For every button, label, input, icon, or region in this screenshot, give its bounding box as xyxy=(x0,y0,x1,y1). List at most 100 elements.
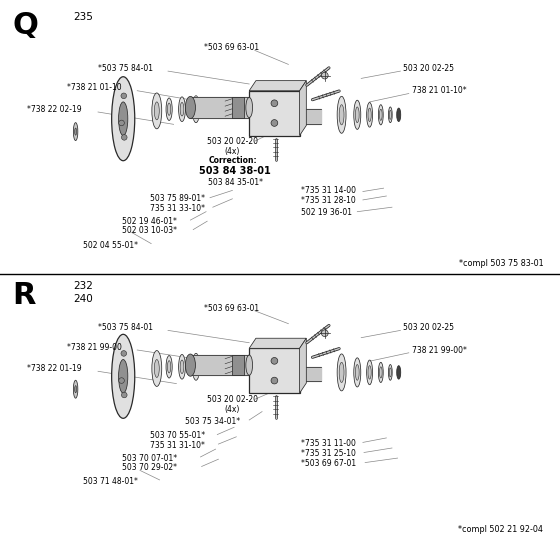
Text: (4x): (4x) xyxy=(224,147,239,156)
Ellipse shape xyxy=(74,386,77,393)
Ellipse shape xyxy=(166,356,172,378)
Ellipse shape xyxy=(389,365,392,380)
Polygon shape xyxy=(249,338,306,348)
Ellipse shape xyxy=(152,351,162,386)
Text: *735 31 11-00: *735 31 11-00 xyxy=(301,439,356,448)
Bar xyxy=(249,91,300,136)
Ellipse shape xyxy=(155,360,159,377)
Text: 503 20 02-20: 503 20 02-20 xyxy=(207,137,258,146)
Ellipse shape xyxy=(73,380,78,398)
Ellipse shape xyxy=(180,102,184,116)
Text: 503 20 02-25: 503 20 02-25 xyxy=(403,323,454,332)
Ellipse shape xyxy=(367,360,372,385)
Ellipse shape xyxy=(339,362,344,382)
Ellipse shape xyxy=(74,128,77,135)
Ellipse shape xyxy=(119,102,128,136)
Ellipse shape xyxy=(354,358,361,387)
Text: *735 31 14-00: *735 31 14-00 xyxy=(301,186,356,195)
Text: 503 71 48-01*: 503 71 48-01* xyxy=(83,477,138,486)
Polygon shape xyxy=(300,367,321,381)
Ellipse shape xyxy=(380,367,382,378)
Circle shape xyxy=(271,120,278,127)
Text: *503 69 63-01: *503 69 63-01 xyxy=(204,43,259,52)
Text: 502 03 10-03*: 502 03 10-03* xyxy=(122,226,177,235)
Ellipse shape xyxy=(192,353,200,380)
Ellipse shape xyxy=(167,361,171,373)
Text: 503 84 38-01: 503 84 38-01 xyxy=(199,166,270,176)
Ellipse shape xyxy=(379,105,383,125)
Polygon shape xyxy=(300,109,321,124)
Ellipse shape xyxy=(194,102,198,116)
Ellipse shape xyxy=(354,100,361,129)
Text: 502 19 46-01*: 502 19 46-01* xyxy=(122,217,177,226)
Polygon shape xyxy=(249,81,306,91)
Ellipse shape xyxy=(194,360,198,374)
Ellipse shape xyxy=(396,108,401,122)
Ellipse shape xyxy=(122,392,127,398)
Text: *735 31 25-10: *735 31 25-10 xyxy=(301,449,356,458)
Ellipse shape xyxy=(192,96,200,123)
Circle shape xyxy=(271,357,278,364)
Text: 503 75 34-01*: 503 75 34-01* xyxy=(185,417,240,426)
Text: Q: Q xyxy=(12,11,38,40)
Bar xyxy=(232,97,244,118)
Ellipse shape xyxy=(356,365,359,380)
Ellipse shape xyxy=(389,368,391,377)
Ellipse shape xyxy=(246,355,253,375)
Ellipse shape xyxy=(119,378,124,384)
Circle shape xyxy=(271,377,278,384)
Ellipse shape xyxy=(166,98,172,120)
Text: *738 22 01-19: *738 22 01-19 xyxy=(27,364,82,373)
Text: 738 21 99-00*: 738 21 99-00* xyxy=(412,346,466,354)
Text: 503 84 35-01*: 503 84 35-01* xyxy=(208,178,263,186)
Ellipse shape xyxy=(167,103,171,115)
Text: *compl 502 21 92-04: *compl 502 21 92-04 xyxy=(458,525,543,534)
Ellipse shape xyxy=(368,108,371,122)
Ellipse shape xyxy=(152,93,162,129)
Bar xyxy=(249,348,300,393)
Circle shape xyxy=(321,330,328,337)
Ellipse shape xyxy=(185,96,195,119)
Text: *738 21 99-00: *738 21 99-00 xyxy=(67,343,122,352)
Ellipse shape xyxy=(121,93,127,99)
Ellipse shape xyxy=(389,107,392,123)
Ellipse shape xyxy=(179,354,185,379)
Polygon shape xyxy=(190,355,249,375)
Ellipse shape xyxy=(111,334,135,418)
Text: *503 75 84-01: *503 75 84-01 xyxy=(98,323,153,332)
Text: 503 70 29-02*: 503 70 29-02* xyxy=(122,463,177,472)
Ellipse shape xyxy=(119,360,128,393)
Text: 235: 235 xyxy=(73,12,92,22)
Text: *738 21 01-10: *738 21 01-10 xyxy=(67,83,122,92)
Text: 503 70 55-01*: 503 70 55-01* xyxy=(150,431,205,440)
Ellipse shape xyxy=(155,102,159,120)
Polygon shape xyxy=(190,97,249,118)
Ellipse shape xyxy=(119,120,124,126)
Text: *735 31 28-10: *735 31 28-10 xyxy=(301,196,356,205)
Text: 232
240: 232 240 xyxy=(73,281,92,304)
Ellipse shape xyxy=(111,77,135,161)
Polygon shape xyxy=(300,338,306,393)
Ellipse shape xyxy=(121,351,127,356)
Text: 738 21 01-10*: 738 21 01-10* xyxy=(412,86,466,95)
Ellipse shape xyxy=(368,366,371,379)
Text: 503 20 02-20: 503 20 02-20 xyxy=(207,395,258,404)
Text: 503 70 07-01*: 503 70 07-01* xyxy=(122,454,177,463)
Ellipse shape xyxy=(179,97,185,122)
Text: 502 04 55-01*: 502 04 55-01* xyxy=(83,241,138,250)
Ellipse shape xyxy=(180,360,184,374)
Text: R: R xyxy=(12,281,36,310)
Text: 735 31 31-10*: 735 31 31-10* xyxy=(150,441,205,450)
Ellipse shape xyxy=(367,102,372,127)
Ellipse shape xyxy=(337,96,346,133)
Ellipse shape xyxy=(185,354,195,376)
Ellipse shape xyxy=(337,354,346,391)
Text: 735 31 33-10*: 735 31 33-10* xyxy=(150,204,205,213)
Circle shape xyxy=(271,100,278,106)
Text: 502 19 36-01: 502 19 36-01 xyxy=(301,208,352,217)
Text: *compl 503 75 83-01: *compl 503 75 83-01 xyxy=(459,259,543,268)
Text: *503 69 67-01: *503 69 67-01 xyxy=(301,459,356,468)
Ellipse shape xyxy=(339,105,344,125)
Ellipse shape xyxy=(73,123,78,141)
Text: 503 75 89-01*: 503 75 89-01* xyxy=(150,194,205,203)
